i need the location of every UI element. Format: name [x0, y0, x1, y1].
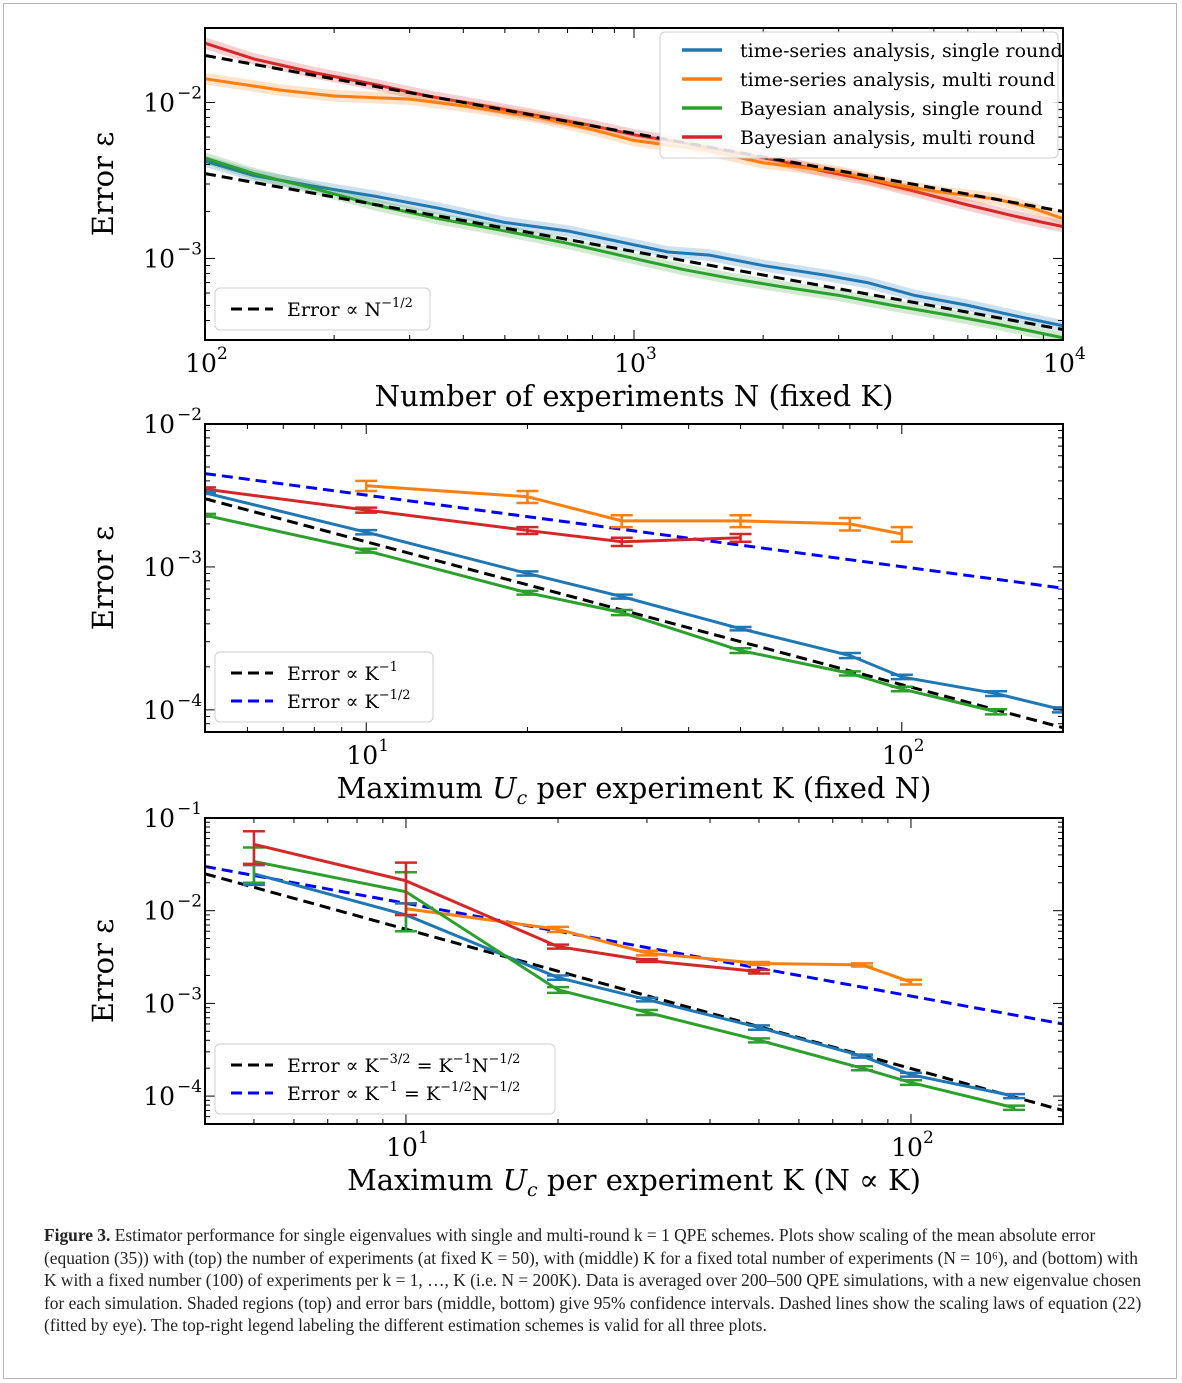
y-axis-label: Error ε [86, 526, 120, 630]
y-tick-exponent: −2 [177, 892, 202, 912]
plot-area-middle [205, 472, 1063, 730]
y-axis-label: Error ε [86, 132, 120, 236]
reference-legend: Error ∝ N−1/2 [214, 287, 431, 331]
series-line-ts_single [253, 872, 1015, 1098]
x-tick-exponent: 1 [418, 1128, 429, 1148]
x-tick-label: 10 [386, 1133, 418, 1162]
y-tick-label: 10 [143, 897, 175, 926]
legend-label-ts_single: time-series analysis, single round [740, 40, 1063, 62]
x-tick-exponent: 1 [378, 736, 389, 756]
x-tick-label: 10 [882, 741, 914, 770]
series-band-bay_single [205, 152, 1063, 340]
reference-legend-label: Error ∝ N−1/2 [287, 296, 413, 321]
series-legend: time-series analysis, single round time-s… [659, 31, 1063, 159]
y-tick-exponent: −3 [177, 239, 202, 259]
reference-legend-label: Error ∝ K−3/2 = K−1N−1/2 [287, 1052, 520, 1077]
y-tick-exponent: −3 [177, 984, 202, 1004]
x-tick-exponent: 4 [1075, 344, 1086, 364]
reference-line [205, 172, 1063, 332]
y-axis-label: Error ε [86, 919, 120, 1023]
x-tick-label: 10 [346, 741, 378, 770]
y-tick-label: 10 [143, 804, 175, 833]
y-tick-exponent: −2 [177, 405, 202, 425]
figure-caption: Figure 3. Estimator performance for sing… [44, 1224, 1144, 1337]
reference-legend-label: Error ∝ K−1/2 [287, 688, 411, 713]
reference-legend-box [214, 651, 434, 723]
reference-line [205, 53, 1063, 213]
reference-legend-box [214, 1043, 556, 1115]
y-tick-label: 10 [143, 989, 175, 1018]
series-line-ts_multi [405, 907, 912, 984]
y-tick-exponent: −3 [177, 548, 202, 568]
legend-label-ts_multi: time-series analysis, multi round [740, 69, 1055, 91]
x-axis-label: Maximum Uc per experiment K (N ∝ K) [347, 1163, 921, 1201]
y-tick-exponent: −1 [177, 799, 202, 819]
axes-frame-middle [204, 423, 1064, 733]
x-axis-label: Maximum Uc per experiment K (fixed N) [337, 771, 932, 809]
x-tick-exponent: 2 [217, 344, 228, 364]
y-tick-exponent: −4 [177, 1077, 202, 1097]
x-tick-exponent: 2 [914, 736, 925, 756]
x-axis-label: Number of experiments N (fixed K) [375, 379, 894, 413]
reference-legend-label: Error ∝ K−1 [287, 660, 398, 685]
x-tick-label: 10 [614, 349, 646, 378]
y-tick-label: 10 [143, 553, 175, 582]
legend-box [659, 31, 1059, 159]
reference-legend: Error ∝ K−3/2 = K−1N−1/2 Error ∝ K−1 = K−… [214, 1043, 556, 1115]
reference-line [205, 497, 1063, 730]
caption-text: Estimator performance for single eigenva… [44, 1225, 1142, 1335]
series-line-ts_multi [366, 484, 903, 536]
y-tick-label: 10 [143, 88, 175, 117]
reference-line [205, 472, 1063, 590]
reference-line [205, 864, 1063, 1026]
x-tick-label: 10 [891, 1133, 923, 1162]
figure-frame [3, 3, 1177, 1379]
x-tick-exponent: 3 [646, 344, 657, 364]
x-tick-label: 10 [185, 349, 217, 378]
legend-label-bay_multi: Bayesian analysis, multi round [740, 127, 1035, 149]
y-tick-label: 10 [143, 696, 175, 725]
y-tick-label: 10 [143, 244, 175, 273]
series-line-ts_single [205, 159, 1063, 328]
y-tick-label: 10 [143, 1082, 175, 1111]
y-tick-label: 10 [143, 410, 175, 439]
reference-legend-label: Error ∝ K−1 = K−1/2N−1/2 [287, 1080, 520, 1105]
x-tick-exponent: 2 [923, 1128, 934, 1148]
axes-frame-bottom [204, 817, 1064, 1125]
reference-legend-box [214, 287, 431, 331]
y-tick-exponent: −2 [177, 83, 202, 103]
x-tick-label: 10 [1043, 349, 1075, 378]
reference-line [205, 872, 1063, 1112]
series-line-bay_single [205, 156, 1063, 340]
legend-label-bay_single: Bayesian analysis, single round [740, 98, 1043, 120]
axes-frame-top [204, 27, 1064, 341]
caption-label: Figure 3. [44, 1225, 111, 1245]
reference-legend: Error ∝ K−1 Error ∝ K−1/2 [214, 651, 434, 723]
y-tick-exponent: −4 [177, 691, 202, 711]
series-band-ts_multi [205, 72, 1063, 225]
plot-area-bottom [205, 829, 1063, 1112]
